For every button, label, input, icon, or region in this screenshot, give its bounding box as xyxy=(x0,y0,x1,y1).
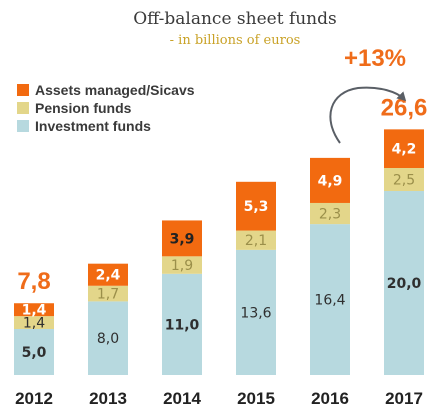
bar-2014-pension-funds xyxy=(162,256,202,274)
bar-2016-investment-funds xyxy=(310,224,350,375)
bar-2016-assets-managed-sicavs xyxy=(310,157,350,203)
bar-2017-investment-funds xyxy=(384,191,424,375)
value-label-2015-assets-managed-sicavs: 5,3 xyxy=(244,199,269,215)
legend-label-assets: Assets managed/Sicavs xyxy=(35,82,195,98)
value-label-2014-investment-funds: 11,0 xyxy=(165,317,200,333)
value-label-2015-pension-funds: 2,1 xyxy=(245,233,267,249)
legend-swatch-assets xyxy=(17,84,29,96)
value-label-2013-pension-funds: 1,7 xyxy=(97,287,119,303)
growth-arrow xyxy=(329,86,407,144)
bar-2013-investment-funds xyxy=(88,301,128,375)
value-label-2012-assets-managed-sicavs: 1,4 xyxy=(22,303,47,319)
legend-swatch-pension xyxy=(17,102,29,114)
bars-group xyxy=(14,129,424,375)
value-label-2013-investment-funds: 8,0 xyxy=(97,331,119,347)
x-tick-2014: 2014 xyxy=(163,389,201,408)
bar-2017-assets-managed-sicavs xyxy=(384,129,424,168)
growth-annotation: +13% xyxy=(344,45,406,72)
x-tick-2016: 2016 xyxy=(311,389,349,408)
bar-2017-pension-funds xyxy=(384,168,424,191)
bar-2012-pension-funds xyxy=(14,316,54,329)
bar-2016-pension-funds xyxy=(310,202,350,225)
bar-2013-pension-funds xyxy=(88,285,128,302)
bar-2012-investment-funds xyxy=(14,329,54,375)
labels-group: 5,0 1,41,4 2012 7,8 8,0 1,7 2,4 2013 11,0 1,9 3,9 2… xyxy=(15,94,427,408)
legend-label-investment: Investment funds xyxy=(35,118,151,134)
value-label-2015-investment-funds: 13,6 xyxy=(240,305,271,321)
value-label-2013-assets-managed-sicavs: 2,4 xyxy=(96,268,121,284)
bar-2014-investment-funds xyxy=(162,273,202,375)
legend: Assets managed/Sicavs Pension funds Inve… xyxy=(17,82,195,134)
bar-2013-assets-managed-sicavs xyxy=(88,263,128,286)
chart-subtitle: - in billions of euros xyxy=(170,33,301,48)
bar-2012-assets-managed-sicavs xyxy=(14,303,54,317)
bar-2014-assets-managed-sicavs xyxy=(162,220,202,257)
value-label-2017-investment-funds: 20,0 xyxy=(387,276,422,292)
bar-2015-pension-funds xyxy=(236,230,276,250)
chart-title: Off-balance sheet funds xyxy=(133,9,337,29)
value-label-2014-pension-funds: 1,9 xyxy=(171,258,193,274)
x-tick-2012: 2012 xyxy=(15,389,53,408)
value-label-2017-assets-managed-sicavs: 4,2 xyxy=(392,142,417,158)
value-label-2017-pension-funds: 2,5 xyxy=(393,173,415,189)
value-label-2012-pension-funds: 1,4 xyxy=(23,316,45,332)
value-label-2014-assets-managed-sicavs: 3,9 xyxy=(170,231,195,247)
value-label-2016-investment-funds: 16,4 xyxy=(314,293,345,309)
x-tick-2015: 2015 xyxy=(237,389,275,408)
value-label-2016-assets-managed-sicavs: 4,9 xyxy=(318,173,343,189)
bar-2015-investment-funds xyxy=(236,249,276,375)
legend-swatch-investment xyxy=(17,120,29,132)
value-label-2016-pension-funds: 2,3 xyxy=(319,207,341,223)
x-tick-2013: 2013 xyxy=(89,389,127,408)
x-tick-2017: 2017 xyxy=(385,389,423,408)
bar-2015-assets-managed-sicavs xyxy=(236,181,276,231)
total-label-2012: 7,8 xyxy=(17,268,50,295)
value-label-2012-investment-funds: 5,0 xyxy=(22,345,47,361)
legend-label-pension: Pension funds xyxy=(35,100,132,116)
